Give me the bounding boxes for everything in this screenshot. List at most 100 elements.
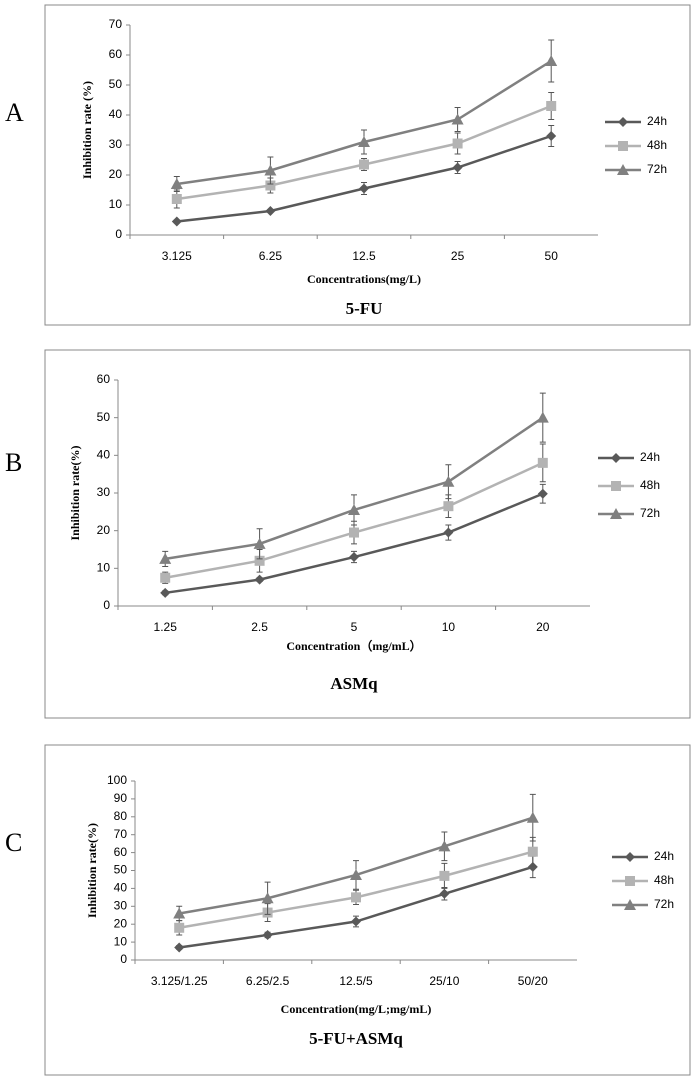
x-tick-label: 1.25 [154, 620, 178, 634]
y-tick-label: 0 [115, 227, 122, 241]
y-axis-label: Inhibition rate(%) [68, 445, 82, 540]
panel-label: C [5, 828, 22, 857]
y-tick-label: 30 [109, 137, 123, 151]
legend-label: 48h [654, 873, 674, 887]
marker [173, 907, 186, 919]
y-tick-label: 30 [97, 485, 111, 499]
y-tick-label: 60 [114, 845, 128, 859]
y-tick-label: 20 [109, 167, 123, 181]
legend-label: 48h [640, 478, 660, 492]
x-tick-label: 6.25/2.5 [246, 974, 290, 988]
marker [546, 101, 557, 111]
y-tick-label: 20 [97, 523, 111, 537]
marker [261, 892, 274, 904]
y-tick-label: 20 [114, 916, 128, 930]
marker [159, 552, 172, 564]
legend-label: 72h [654, 897, 674, 911]
marker [546, 131, 557, 141]
y-tick-label: 70 [109, 17, 123, 31]
marker [359, 159, 369, 170]
x-tick-label: 3.125/1.25 [151, 974, 208, 988]
x-axis-label: Concentration（mg/mL） [286, 638, 421, 653]
legend-marker [625, 876, 635, 886]
y-tick-label: 40 [114, 881, 128, 895]
marker [526, 811, 539, 823]
legend-marker [624, 899, 636, 910]
y-tick-label: 90 [114, 791, 128, 805]
x-tick-label: 12.5/5 [339, 974, 373, 988]
x-tick-label: 20 [536, 620, 550, 634]
x-tick-label: 2.5 [251, 620, 268, 634]
y-tick-label: 60 [97, 372, 111, 386]
marker [265, 180, 276, 191]
x-tick-label: 10 [442, 620, 456, 634]
marker [253, 537, 266, 549]
marker [254, 574, 265, 585]
marker [536, 411, 549, 423]
marker [170, 178, 183, 189]
legend-label: 48h [647, 138, 667, 152]
panel-label: B [5, 448, 22, 477]
y-tick-label: 60 [109, 47, 123, 61]
panel-frame [44, 349, 691, 719]
legend-marker [611, 453, 621, 463]
panel-frame [44, 744, 691, 1076]
legend-label: 72h [640, 506, 660, 520]
x-tick-label: 25/10 [429, 974, 459, 988]
marker [174, 922, 185, 933]
legend-marker [610, 508, 622, 519]
x-tick-label: 50 [545, 249, 559, 263]
marker [452, 162, 463, 173]
y-tick-label: 40 [109, 107, 123, 121]
y-tick-label: 30 [114, 898, 128, 912]
legend-label: 24h [654, 849, 674, 863]
y-tick-label: 50 [109, 77, 123, 91]
x-tick-label: 5 [351, 620, 358, 634]
y-tick-label: 50 [97, 410, 111, 424]
marker [264, 164, 277, 176]
x-tick-label: 6.25 [259, 249, 283, 263]
marker [438, 840, 451, 852]
y-tick-label: 70 [114, 827, 128, 841]
x-tick-label: 12.5 [352, 249, 376, 263]
legend-label: 72h [647, 162, 667, 176]
y-tick-label: 10 [109, 197, 123, 211]
marker [351, 916, 361, 927]
legend-marker [618, 117, 628, 127]
marker [349, 552, 359, 563]
x-axis-label: Concentrations(mg/L) [307, 272, 421, 286]
marker [265, 206, 276, 216]
marker [262, 929, 273, 940]
marker [442, 475, 455, 487]
y-tick-label: 0 [120, 952, 127, 966]
legend-label: 24h [640, 450, 660, 464]
chart-title: ASMq [330, 674, 378, 693]
y-tick-label: 10 [114, 934, 128, 948]
marker [351, 892, 361, 903]
y-tick-label: 80 [114, 809, 128, 823]
marker [451, 113, 464, 125]
marker [254, 555, 265, 566]
marker [545, 55, 558, 66]
x-tick-label: 3.125 [162, 249, 192, 263]
y-tick-label: 40 [97, 448, 111, 462]
marker [452, 138, 463, 149]
legend-marker [617, 164, 629, 175]
y-tick-label: 10 [97, 561, 111, 575]
legend-marker [625, 852, 635, 862]
marker [358, 136, 370, 147]
marker [527, 846, 538, 857]
y-axis-label: Inhibition rate (%) [80, 81, 94, 179]
marker [348, 503, 360, 515]
panel-label: A [5, 98, 24, 127]
marker [537, 457, 548, 468]
marker [349, 527, 359, 538]
chart-title: 5-FU [346, 299, 383, 318]
y-tick-label: 50 [114, 863, 128, 877]
marker [443, 501, 454, 512]
legend-marker [611, 481, 621, 491]
marker [174, 942, 185, 953]
marker [171, 194, 182, 204]
y-axis-label: Inhibition rate(%) [85, 823, 99, 918]
